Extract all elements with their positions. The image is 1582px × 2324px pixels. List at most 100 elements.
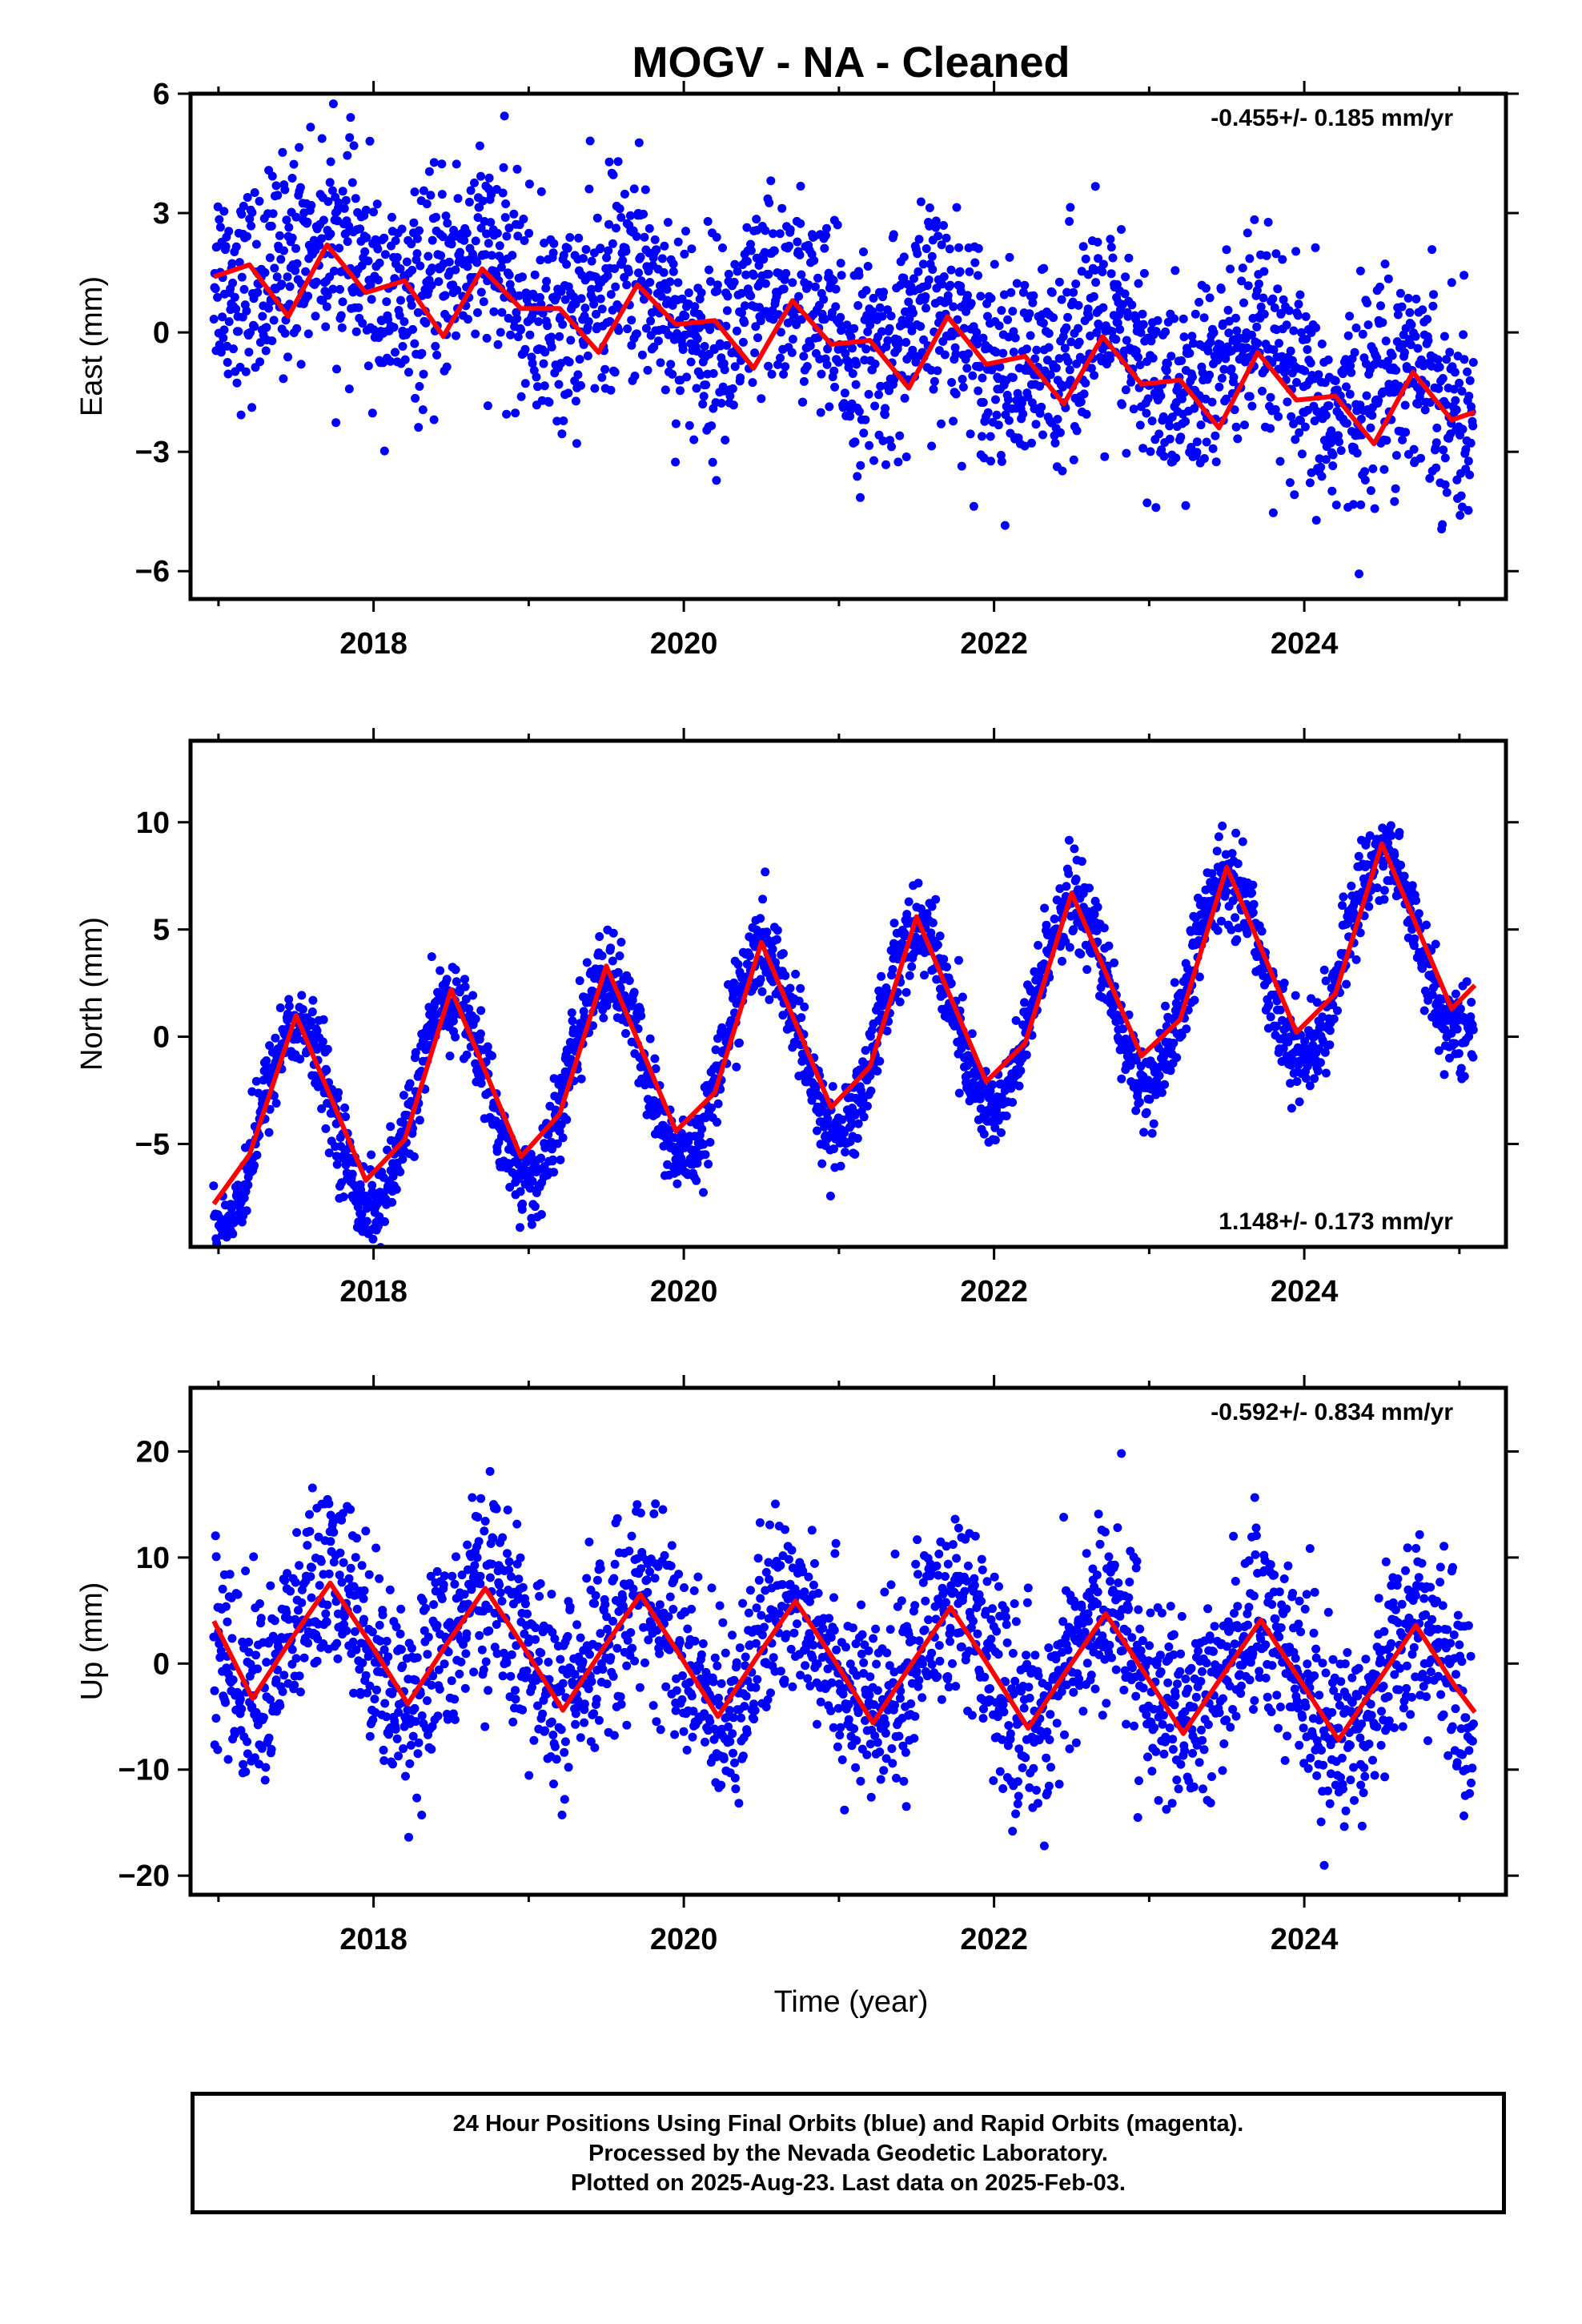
data-point <box>235 1695 245 1703</box>
data-point <box>608 239 617 248</box>
data-point <box>940 350 950 360</box>
data-point <box>785 225 795 235</box>
data-point <box>426 191 436 200</box>
data-point <box>1307 468 1316 477</box>
data-point <box>1286 1079 1295 1088</box>
data-point <box>267 221 276 231</box>
data-point <box>752 925 761 935</box>
data-point <box>722 340 732 350</box>
data-point <box>1387 351 1397 360</box>
data-point <box>215 1653 225 1663</box>
data-point <box>604 157 614 167</box>
data-point <box>1310 1074 1319 1084</box>
data-point <box>1096 983 1106 992</box>
data-point <box>295 1055 305 1063</box>
data-point <box>250 322 259 332</box>
data-point <box>928 918 938 927</box>
data-point <box>1250 215 1259 224</box>
data-point <box>1026 331 1035 340</box>
data-point <box>1351 955 1361 964</box>
data-point <box>1422 920 1431 930</box>
data-point <box>227 259 237 268</box>
data-point <box>1398 435 1407 444</box>
data-point <box>1272 996 1282 1006</box>
data-point <box>745 951 754 961</box>
data-point <box>1187 332 1197 341</box>
data-point <box>1439 1070 1449 1080</box>
data-point <box>862 1101 872 1111</box>
data-point <box>608 928 618 938</box>
data-point <box>1055 428 1065 437</box>
data-point <box>1009 348 1018 357</box>
data-point <box>937 240 946 250</box>
data-point <box>339 203 349 213</box>
data-point <box>1000 521 1010 530</box>
data-point <box>1190 995 1199 1005</box>
data-point <box>540 381 549 391</box>
data-point <box>1014 1081 1024 1091</box>
data-point <box>417 348 427 358</box>
data-point <box>741 301 749 311</box>
data-point <box>347 1169 357 1179</box>
data-point <box>1198 368 1207 377</box>
data-point <box>820 243 829 253</box>
data-point <box>271 1033 280 1043</box>
data-point <box>1439 445 1448 455</box>
data-point <box>1121 272 1130 282</box>
data-point <box>608 170 618 179</box>
data-point <box>1270 303 1279 312</box>
data-point <box>471 236 480 246</box>
data-point <box>1117 1074 1126 1084</box>
data-point <box>476 1079 486 1088</box>
data-point <box>260 1775 270 1785</box>
data-point <box>351 327 361 336</box>
data-point <box>833 220 842 230</box>
data-point <box>464 197 474 207</box>
data-point <box>504 223 514 233</box>
data-point <box>746 292 756 300</box>
data-point <box>732 326 741 336</box>
data-point <box>1201 283 1211 293</box>
data-point <box>284 1001 294 1011</box>
data-point <box>773 360 782 369</box>
data-point <box>1076 397 1086 407</box>
data-point <box>978 373 987 383</box>
data-point <box>349 141 359 151</box>
data-point <box>322 302 331 312</box>
data-point <box>665 277 675 287</box>
data-point <box>536 255 545 265</box>
data-point <box>865 440 874 450</box>
data-point <box>1297 449 1307 459</box>
data-point <box>243 231 251 241</box>
data-point <box>970 258 980 267</box>
data-point <box>452 159 461 169</box>
data-point <box>1243 281 1253 291</box>
data-point <box>1466 438 1476 448</box>
data-point <box>798 397 808 407</box>
data-point <box>582 958 592 967</box>
data-point <box>1205 293 1215 303</box>
data-point <box>228 1675 238 1685</box>
data-point <box>1083 270 1093 279</box>
data-point <box>374 275 383 285</box>
data-point <box>1154 1080 1163 1089</box>
data-point <box>216 1255 225 1264</box>
data-point <box>317 134 327 143</box>
data-point <box>1074 337 1084 347</box>
data-point <box>681 312 690 321</box>
north-scatter-points <box>209 821 1478 1264</box>
data-point <box>399 1091 408 1100</box>
data-point <box>616 938 626 947</box>
data-point <box>223 369 233 379</box>
data-point <box>1199 454 1209 463</box>
y-tick-label: −3 <box>135 436 170 469</box>
data-point <box>1086 364 1096 373</box>
data-point <box>1381 336 1391 346</box>
data-point <box>1380 259 1390 269</box>
data-point <box>788 335 797 344</box>
data-point <box>916 197 926 207</box>
data-point <box>447 239 456 249</box>
data-point <box>566 336 576 345</box>
data-point <box>997 1128 1006 1137</box>
data-point <box>1360 467 1369 476</box>
